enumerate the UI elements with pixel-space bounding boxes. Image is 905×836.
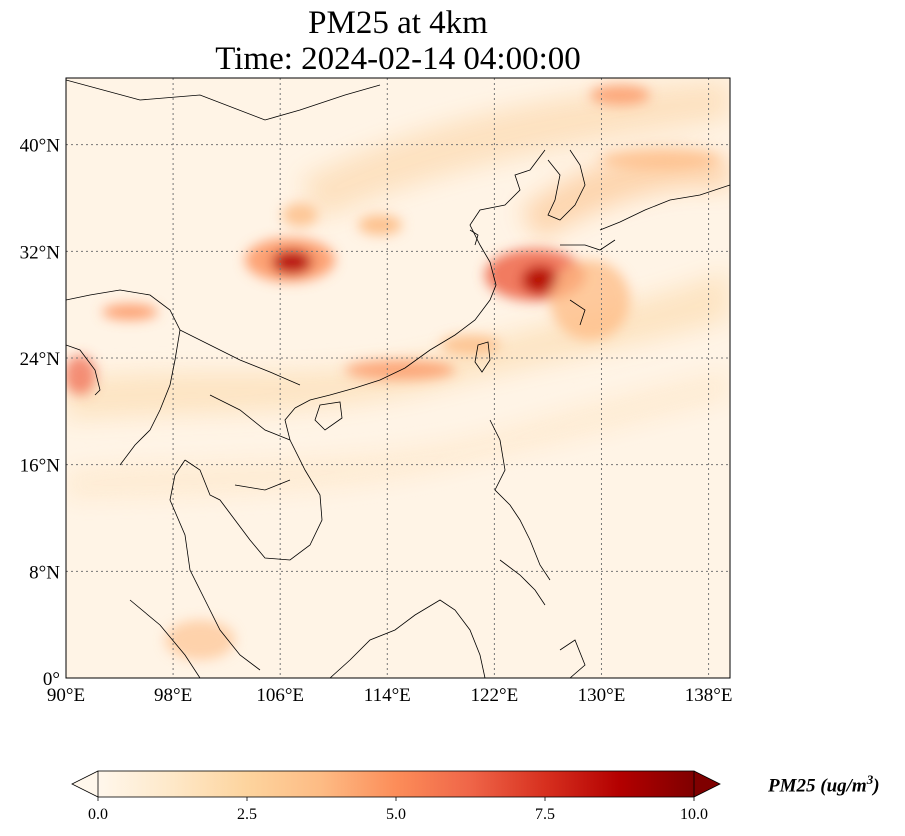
pm25-field <box>66 78 730 678</box>
lat-tick-label: 8°N <box>29 562 60 583</box>
lat-tick-label: 16°N <box>20 456 61 477</box>
longitude-labels: 90°E 98°E 106°E 114°E 122°E 130°E 138°E <box>47 685 733 706</box>
colorbar-tick-label: 5.0 <box>386 806 406 823</box>
lon-tick-label: 106°E <box>256 685 304 706</box>
colorbar: 0.0 2.5 5.0 7.5 10.0 <box>71 770 721 823</box>
lon-tick-label: 138°E <box>685 685 733 706</box>
colorbar-extend-max <box>694 771 720 797</box>
coastlines <box>66 79 730 678</box>
lon-tick-label: 122°E <box>471 685 519 706</box>
map-frame <box>65 77 731 679</box>
lon-tick-label: 114°E <box>364 685 411 706</box>
map-title: PM25 at 4km <box>308 5 488 41</box>
lon-tick-label: 90°E <box>47 685 85 706</box>
lat-tick-label: 40°N <box>20 136 61 157</box>
colorbar-tick-label: 2.5 <box>237 806 257 823</box>
colorbar-gradient <box>98 771 694 797</box>
lat-tick-label: 24°N <box>20 349 61 370</box>
map-subtitle-time: Time: 2024-02-14 04:00:00 <box>215 41 581 77</box>
lat-tick-label: 0° <box>43 669 60 690</box>
colorbar-extend-min <box>72 771 98 797</box>
lat-tick-label: 32°N <box>20 242 61 263</box>
colorbar-tick-label: 0.0 <box>88 806 108 823</box>
latitude-labels: 40°N 32°N 24°N 16°N 8°N 0° <box>20 136 61 690</box>
colorbar-tick-label: 10.0 <box>680 806 708 823</box>
colorbar-tick-label: 7.5 <box>535 806 555 823</box>
colorbar-label: PM25 (ug/m3) <box>768 772 880 797</box>
gridlines <box>66 78 730 678</box>
lon-tick-label: 98°E <box>154 685 192 706</box>
lon-tick-label: 130°E <box>578 685 626 706</box>
